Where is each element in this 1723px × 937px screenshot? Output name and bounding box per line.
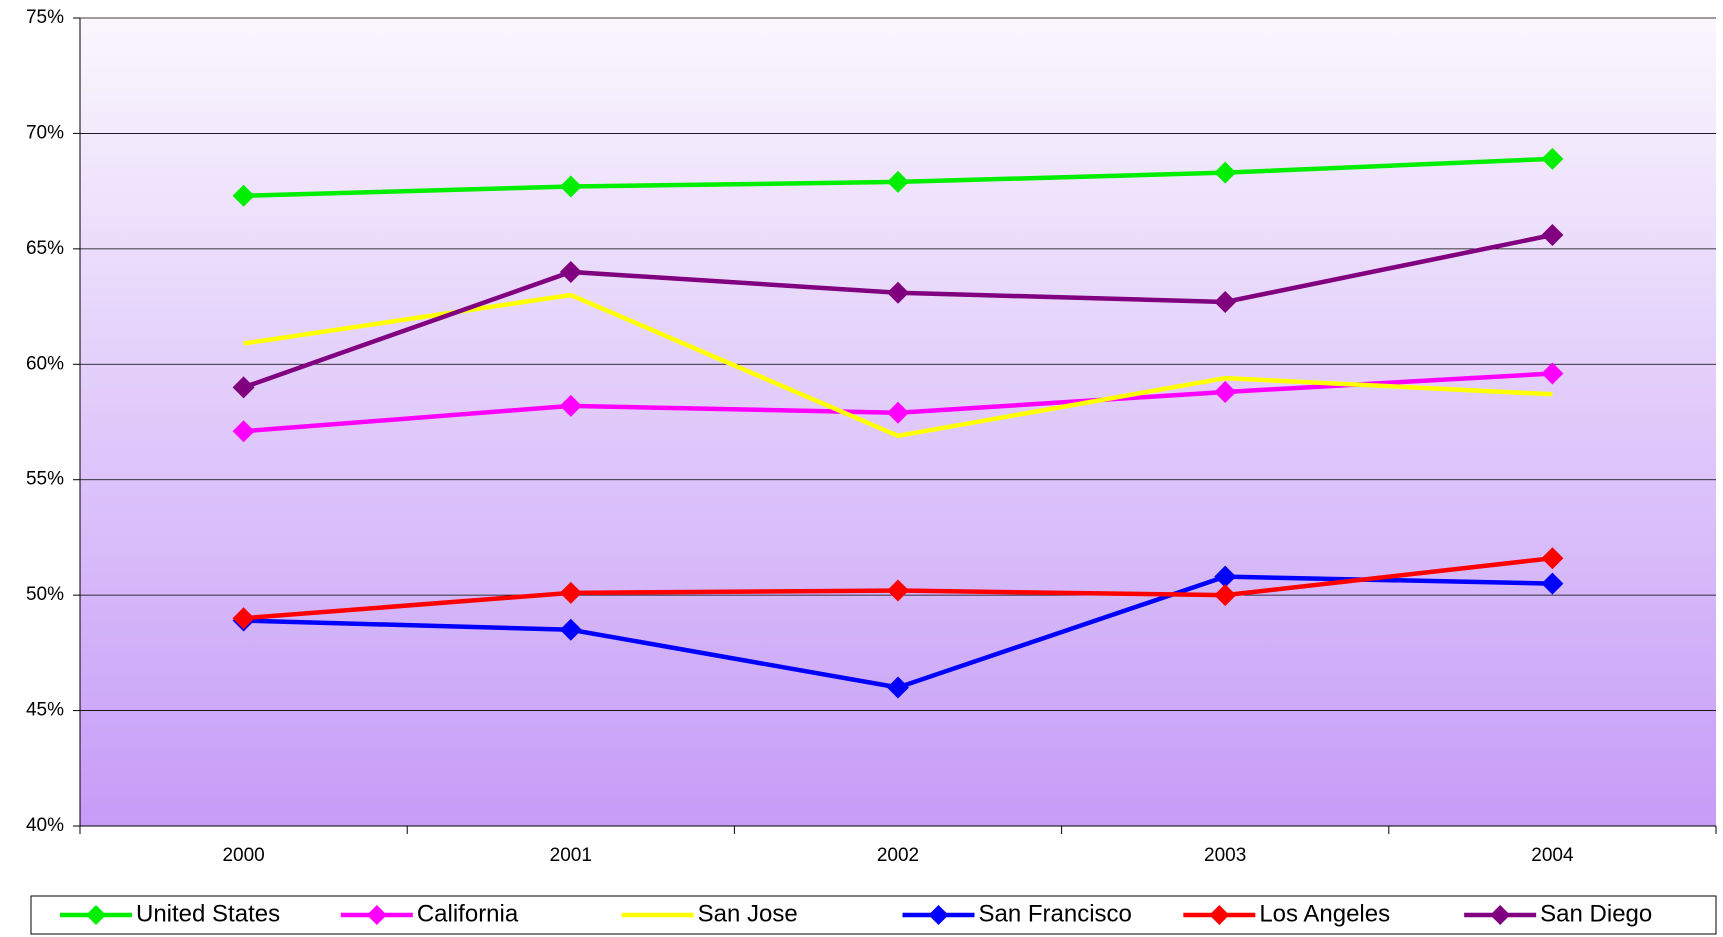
marker [887, 579, 909, 602]
x-tick-label: 2000 [222, 845, 264, 866]
marker [1214, 290, 1237, 313]
marker [887, 281, 909, 304]
legend-marker [1490, 905, 1511, 925]
marker [559, 394, 582, 417]
x-tick-label: 2004 [1531, 845, 1574, 866]
x-tick-label: 2002 [877, 845, 919, 866]
marker [232, 420, 255, 443]
marker [1541, 147, 1564, 170]
legend-marker [366, 905, 387, 925]
legend-label: San Jose [698, 900, 798, 927]
marker [232, 376, 255, 399]
marker [1214, 584, 1237, 607]
y-tick-label: 65% [26, 238, 64, 259]
legend-marker [86, 905, 106, 925]
marker [559, 260, 582, 283]
marker [1214, 380, 1237, 403]
marker [232, 607, 255, 630]
marker [1541, 572, 1564, 595]
y-tick-label: 75% [26, 7, 64, 28]
x-tick-label: 2001 [550, 845, 592, 866]
marker [232, 184, 255, 207]
legend-label: United States [136, 900, 280, 927]
marker [887, 170, 909, 193]
marker [1541, 362, 1564, 385]
marker [887, 676, 909, 699]
marker [559, 618, 582, 641]
legend-label: California [417, 900, 519, 927]
marker [559, 581, 582, 604]
marker [887, 401, 909, 424]
x-tick-label: 2003 [1204, 845, 1246, 866]
legend-label: San Diego [1540, 900, 1652, 927]
marker [559, 175, 582, 198]
y-tick-label: 55% [26, 469, 64, 490]
legend-marker [1209, 905, 1230, 925]
legend-box [30, 895, 1717, 935]
y-tick-label: 45% [26, 700, 64, 721]
marker [1214, 161, 1237, 184]
legend-marker [928, 905, 949, 925]
legend-label: San Francisco [979, 900, 1132, 927]
y-tick-label: 60% [26, 353, 64, 374]
marker [1214, 565, 1237, 588]
y-tick-label: 40% [26, 815, 64, 836]
legend-label: Los Angeles [1259, 900, 1390, 927]
marker [1541, 224, 1564, 247]
marker [1541, 547, 1564, 570]
y-tick-label: 70% [26, 122, 64, 143]
y-tick-label: 50% [26, 584, 64, 605]
